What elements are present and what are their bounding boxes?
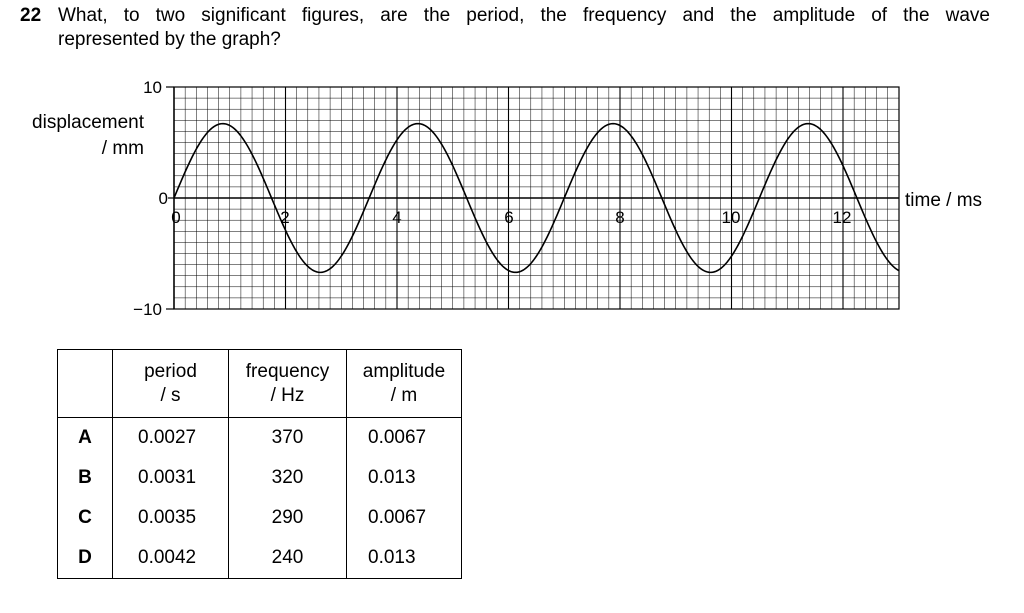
xtick-label-10: 10 [722, 208, 741, 227]
header-amplitude: amplitude / m [346, 349, 462, 418]
ytick-label-10: 10 [143, 78, 162, 97]
header-period: period / s [112, 349, 229, 418]
option-letter: A [57, 417, 113, 458]
answer-table: period / s frequency / Hz amplitude / m … [57, 349, 462, 579]
option-letter: D [57, 538, 113, 579]
question-text-line-2: represented by the graph? [58, 29, 281, 50]
table-row-a: A 0.0027 370 0.0067 [57, 417, 462, 458]
header-amplitude-unit: / m [390, 384, 418, 406]
frequency-value: 370 [228, 417, 347, 458]
amplitude-value: 0.0067 [346, 417, 462, 458]
table-header-row: period / s frequency / Hz amplitude / m [57, 349, 462, 418]
header-period-label: period [144, 360, 197, 382]
xtick-label-4: 4 [392, 208, 401, 227]
question-text-line-1: What, to two significant figures, are th… [58, 5, 990, 26]
frequency-value: 290 [228, 498, 347, 538]
frequency-value: 240 [228, 538, 347, 579]
period-value: 0.0027 [112, 417, 229, 458]
period-value: 0.0031 [112, 458, 229, 498]
wave-graph: displacement / mm time / ms 10 0 −10 0 2… [32, 78, 982, 319]
frequency-value: 320 [228, 458, 347, 498]
period-value: 0.0035 [112, 498, 229, 538]
xtick-label-6: 6 [504, 208, 513, 227]
header-frequency-label: frequency [245, 360, 330, 382]
xtick-label-0: 0 [171, 208, 180, 227]
table-row-c: C 0.0035 290 0.0067 [57, 498, 462, 538]
question-number: 22 [20, 5, 42, 26]
amplitude-value: 0.013 [346, 538, 462, 579]
header-frequency: frequency / Hz [228, 349, 347, 418]
period-value: 0.0042 [112, 538, 229, 579]
amplitude-value: 0.013 [346, 458, 462, 498]
header-amplitude-label: amplitude [362, 360, 446, 382]
ylabel-line-2: / mm [102, 138, 144, 159]
ytick-label-0: 0 [159, 189, 168, 208]
header-frequency-unit: / Hz [270, 384, 305, 406]
header-period-unit: / s [160, 384, 181, 406]
ytick-label-minus10: −10 [133, 300, 162, 319]
table-row-b: B 0.0031 320 0.013 [57, 458, 462, 498]
ylabel-line-1: displacement [32, 112, 145, 133]
wave-curve [173, 122, 900, 274]
xtick-label-8: 8 [615, 208, 624, 227]
option-letter: B [57, 458, 113, 498]
xtick-label-12: 12 [833, 208, 852, 227]
amplitude-value: 0.0067 [346, 498, 462, 538]
xlabel: time / ms [905, 190, 982, 211]
header-letter [57, 349, 113, 418]
option-letter: C [57, 498, 113, 538]
table-row-d: D 0.0042 240 0.013 [57, 538, 462, 579]
xtick-label-2: 2 [280, 208, 289, 227]
